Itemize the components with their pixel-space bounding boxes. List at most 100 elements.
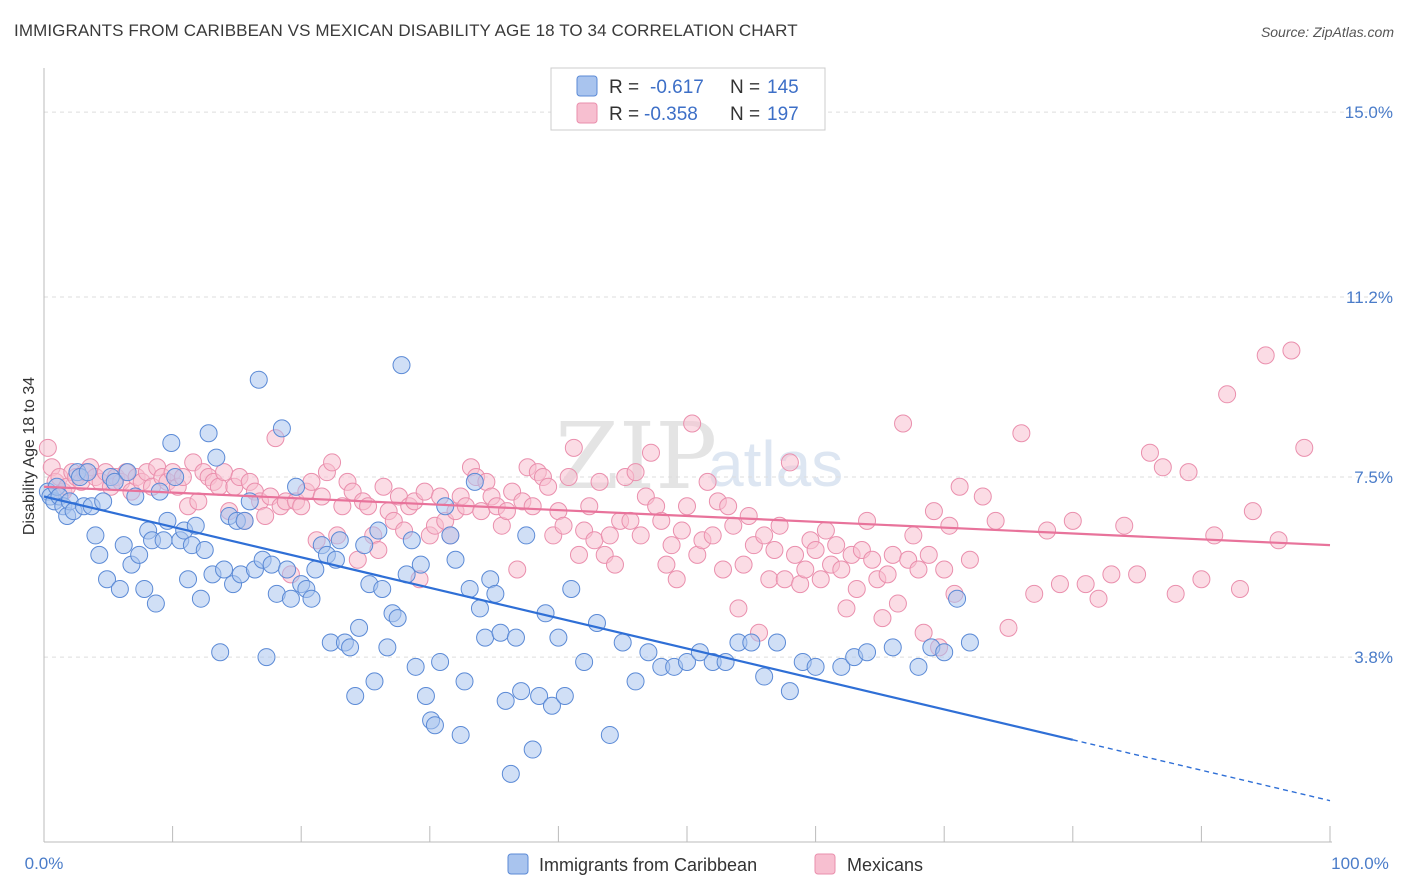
point-caribbean [135, 579, 154, 598]
point-caribbean [392, 356, 411, 375]
y-tick-label: 3.8% [1354, 648, 1393, 667]
legend-n-value-caribbean: 145 [767, 77, 799, 98]
point-mexicans [564, 438, 583, 457]
point-caribbean [402, 531, 421, 550]
point-caribbean [191, 589, 210, 608]
point-caribbean [186, 516, 205, 535]
point-caribbean [909, 657, 928, 676]
point-mexicans [919, 545, 938, 564]
point-caribbean [555, 687, 574, 706]
point-caribbean [365, 672, 384, 691]
point-caribbean [768, 633, 787, 652]
point-mexicans [940, 516, 959, 535]
point-mexicans [539, 477, 558, 496]
point-mexicans [1282, 341, 1301, 360]
trend-line-caribbean-extrapolated [1072, 739, 1331, 802]
watermark-atlas: atlas [708, 428, 843, 500]
series-caribbean [38, 356, 979, 783]
point-caribbean [530, 687, 549, 706]
point-mexicans [672, 521, 691, 540]
point-mexicans [863, 550, 882, 569]
point-caribbean [195, 541, 214, 560]
point-mexicans [1153, 458, 1172, 477]
point-caribbean [626, 672, 645, 691]
point-mexicans [1218, 385, 1237, 404]
point-mexicans [631, 526, 650, 545]
point-caribbean [600, 725, 619, 744]
point-mexicans [827, 536, 846, 555]
point-mexicans [986, 511, 1005, 530]
point-mexicans [780, 453, 799, 472]
point-caribbean [470, 599, 489, 618]
point-caribbean [114, 536, 133, 555]
point-mexicans [497, 502, 516, 521]
point-caribbean [832, 657, 851, 676]
point-mexicans [323, 453, 342, 472]
point-mexicans [847, 579, 866, 598]
point-caribbean [110, 579, 129, 598]
point-caribbean [388, 609, 407, 628]
point-caribbean [755, 667, 774, 686]
point-mexicans [1038, 521, 1057, 540]
point-mexicans [894, 414, 913, 433]
point-caribbean [491, 623, 510, 642]
point-mexicans [333, 497, 352, 516]
point-mexicans [590, 472, 609, 491]
point-mexicans [816, 521, 835, 540]
point-mexicans [1256, 346, 1275, 365]
point-mexicans [973, 487, 992, 506]
trend-line-mexicans [43, 485, 1331, 547]
point-caribbean [742, 633, 761, 652]
point-caribbean [486, 584, 505, 603]
point-caribbean [517, 526, 536, 545]
legend-bottom-label-mexicans: Mexicans [847, 855, 923, 875]
y-axis-title: Disability Age 18 to 34 [21, 377, 38, 535]
point-mexicans [837, 599, 856, 618]
point-mexicans [657, 555, 676, 574]
point-caribbean [350, 618, 369, 637]
point-mexicans [765, 541, 784, 560]
trend-lines [43, 485, 1331, 802]
point-caribbean [118, 463, 137, 482]
point-caribbean [154, 531, 173, 550]
point-caribbean [501, 764, 520, 783]
point-mexicans [1128, 565, 1147, 584]
point-mexicans [559, 468, 578, 487]
point-caribbean [378, 638, 397, 657]
point-caribbean [562, 579, 581, 598]
point-mexicans [415, 482, 434, 501]
point-caribbean [858, 643, 877, 662]
legend-n-label-caribbean: N = [730, 77, 760, 98]
point-mexicans [878, 565, 897, 584]
point-caribbean [806, 657, 825, 676]
point-mexicans [600, 526, 619, 545]
point-mexicans [1076, 575, 1095, 594]
point-caribbean [549, 628, 568, 647]
point-mexicans [1295, 438, 1314, 457]
point-mexicans [1192, 570, 1211, 589]
point-mexicans [888, 594, 907, 613]
point-mexicans [960, 550, 979, 569]
point-mexicans [678, 497, 696, 516]
point-caribbean [146, 594, 165, 613]
point-mexicans [1089, 589, 1108, 608]
point-mexicans [189, 492, 208, 511]
point-mexicans [605, 555, 624, 574]
point-caribbean [78, 463, 97, 482]
point-caribbean [166, 468, 185, 487]
legend-swatch-caribbean [576, 75, 598, 97]
legend-r-value-caribbean: -0.617 [650, 77, 704, 98]
point-mexicans [1243, 502, 1262, 521]
point-mexicans [1269, 531, 1288, 550]
point-mexicans [1166, 584, 1185, 603]
point-mexicans [703, 526, 722, 545]
point-mexicans [374, 477, 393, 496]
legend-n-value-mexicans: 197 [767, 104, 799, 125]
point-caribbean [575, 652, 594, 671]
point-mexicans [883, 545, 902, 564]
point-caribbean [496, 691, 515, 710]
legend-bottom-swatch-mexicans [814, 853, 836, 875]
legend-r-label-caribbean: R = [609, 77, 639, 98]
legend-swatch-mexicans [576, 102, 598, 124]
